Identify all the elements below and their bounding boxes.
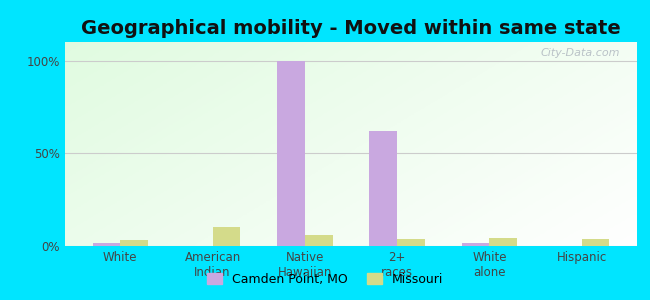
Bar [397, 238, 425, 246]
Legend: Camden Point, MO, Missouri: Camden Point, MO, Missouri [202, 268, 448, 291]
Bar [120, 239, 148, 246]
Bar [462, 243, 489, 246]
Bar [489, 238, 517, 246]
Bar [93, 243, 120, 246]
Bar [277, 61, 305, 246]
Bar [369, 131, 397, 246]
Bar [582, 238, 609, 246]
Bar [305, 235, 333, 246]
Text: City-Data.com: City-Data.com [540, 48, 620, 58]
Bar [213, 227, 240, 246]
Title: Geographical mobility - Moved within same state: Geographical mobility - Moved within sam… [81, 19, 621, 38]
